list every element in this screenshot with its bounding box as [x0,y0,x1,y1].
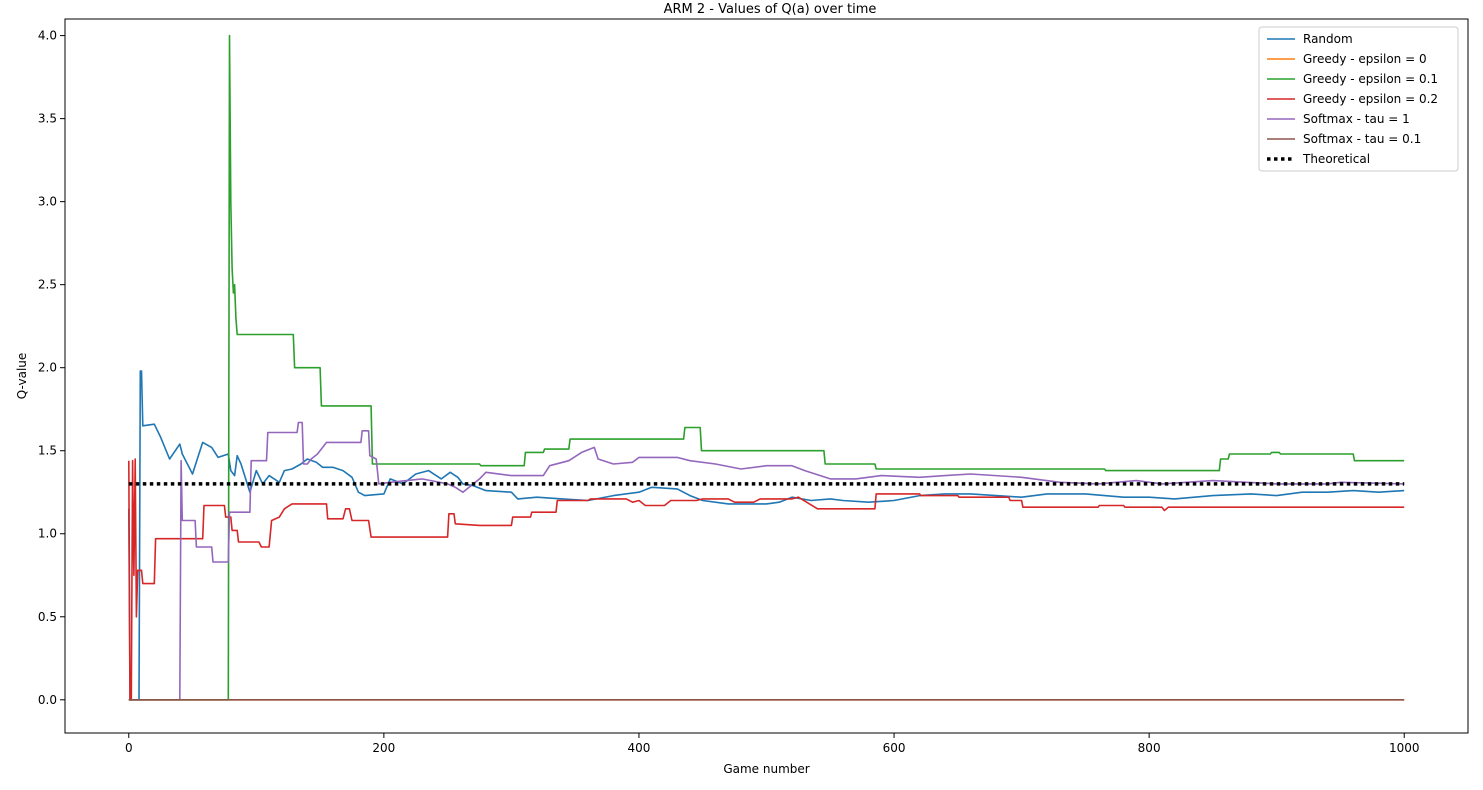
y-tick-label: 2.0 [38,361,57,375]
series-line-4 [128,421,1405,701]
legend-label: Theoretical [1302,152,1370,166]
legend-label: Softmax - tau = 0.1 [1303,132,1421,146]
x-tick-label: 400 [628,741,651,755]
y-tick-label: 3.0 [38,195,57,209]
x-tick-label: 1000 [1389,741,1420,755]
x-tick-label: 0 [125,741,133,755]
x-axis: 0 200 400 600 800 1000 [125,733,1420,755]
x-tick-label: 800 [1138,741,1161,755]
y-axis-label: Q-value [15,353,29,400]
x-axis-label: Game number [723,762,809,776]
x-tick-label: 200 [372,741,395,755]
plot-lines [128,34,1405,701]
y-tick-label: 2.5 [38,278,57,292]
y-tick-label: 1.5 [38,444,57,458]
legend-label: Random [1303,32,1353,46]
series-line-0 [128,370,1405,701]
legend-box [1258,26,1459,172]
y-tick-label: 4.0 [38,29,57,43]
series-line-3 [128,458,1405,701]
chart-title: ARM 2 - Values of Q(a) over time [664,2,877,17]
legend-label: Greedy - epsilon = 0.1 [1303,72,1438,86]
legend-label: Greedy - epsilon = 0 [1303,52,1427,66]
y-tick-label: 3.5 [38,112,57,126]
legend-label: Softmax - tau = 1 [1303,112,1410,126]
y-axis: 0.0 0.5 1.0 1.5 2.0 2.5 3.0 3.5 4.0 [38,29,65,707]
y-tick-label: 0.5 [38,610,57,624]
x-tick-label: 600 [883,741,906,755]
legend: Random Greedy - epsilon = 0 Greedy - epsil… [1258,26,1459,172]
series-line-2 [128,34,1405,701]
y-tick-label: 0.0 [38,693,57,707]
y-tick-label: 1.0 [38,527,57,541]
legend-label: Greedy - epsilon = 0.2 [1303,92,1438,106]
plot-frame [64,18,1469,734]
